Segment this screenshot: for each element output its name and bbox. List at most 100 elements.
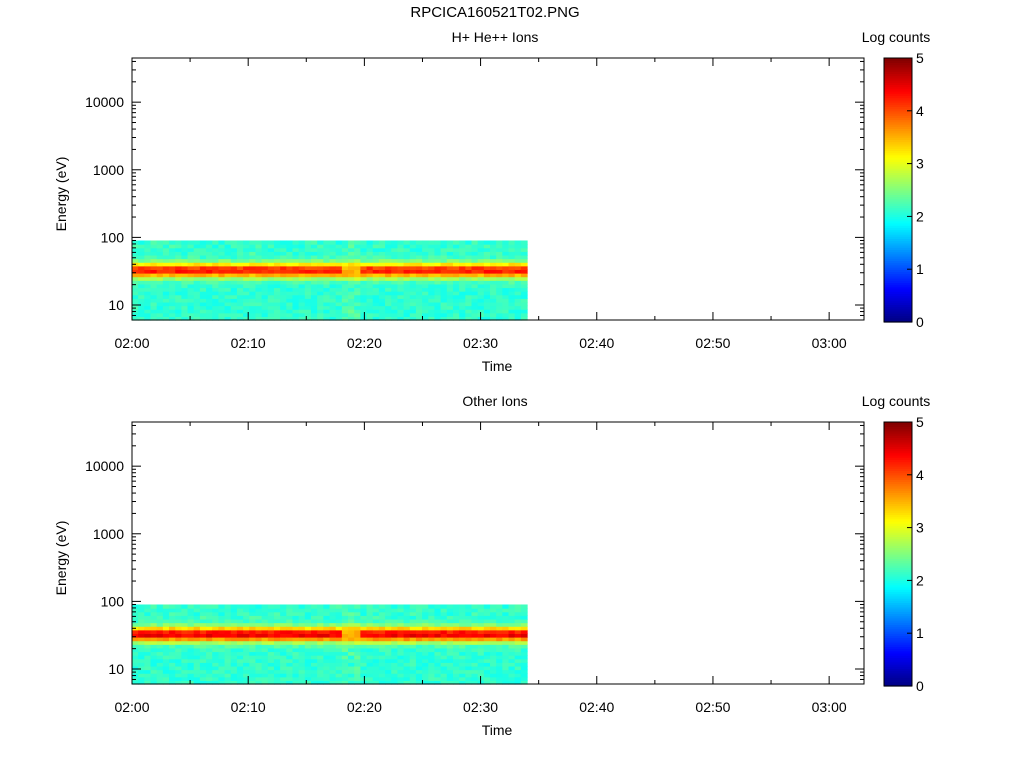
heatmap-cell (298, 283, 306, 289)
colorbar-swatch (884, 452, 912, 456)
heatmap-cell (354, 265, 361, 270)
heatmap-cell (292, 309, 300, 314)
heatmap-cell (422, 644, 429, 649)
heatmap-cell (397, 608, 405, 613)
heatmap-cell (150, 247, 158, 252)
heatmap-cell (249, 662, 257, 667)
heatmap-cell (286, 247, 294, 252)
heatmap-cell (440, 651, 448, 656)
heatmap-cell (465, 309, 473, 314)
heatmap-cell (261, 305, 269, 310)
colorbar-frame (883, 421, 913, 687)
heatmap-cell (199, 305, 207, 310)
heatmap-cell (206, 258, 213, 263)
heatmap-cell (267, 301, 275, 307)
heatmap-cell (212, 626, 220, 631)
heatmap-cell (304, 637, 312, 642)
x-tick-label: 02:30 (463, 335, 498, 351)
heatmap-cell (508, 665, 516, 671)
heatmap-cell (508, 637, 516, 642)
heatmap-cell (471, 254, 479, 260)
heatmap-cell (477, 633, 485, 638)
heatmap-cell (156, 676, 164, 681)
heatmap-cell (440, 680, 448, 685)
heatmap-cell (335, 669, 343, 674)
heatmap-cell (317, 305, 324, 310)
heatmap-cell (409, 258, 417, 263)
heatmap-cell (323, 676, 331, 681)
heatmap-cell (304, 647, 312, 653)
heatmap-cell (286, 640, 294, 645)
heatmap-cell (224, 626, 232, 631)
heatmap-cell (477, 262, 485, 267)
heatmap-cell (354, 651, 361, 656)
heatmap-cell (311, 316, 318, 321)
heatmap-cell (132, 280, 139, 285)
heatmap-cell (452, 316, 460, 321)
heatmap-cell (440, 626, 448, 631)
heatmap-cell (446, 622, 454, 627)
heatmap-cell (255, 258, 263, 263)
heatmap-cell (520, 611, 528, 616)
heatmap-cell (181, 611, 189, 616)
heatmap-cell (249, 247, 257, 252)
heatmap-cell (162, 309, 170, 314)
heatmap-cell (132, 622, 139, 627)
heatmap-cell (446, 676, 454, 681)
heatmap-cell (378, 673, 386, 678)
heatmap-cell (218, 301, 226, 307)
heatmap-cell (311, 626, 318, 631)
heatmap-cell (199, 665, 207, 671)
heatmap-cell (403, 665, 411, 671)
colorbar-swatch (884, 128, 912, 132)
heatmap-cell (378, 280, 386, 285)
heatmap-cell (415, 676, 423, 681)
heatmap-cell (465, 640, 473, 645)
heatmap-cell (520, 658, 528, 663)
heatmap-cell (354, 604, 361, 609)
heatmap-cell (391, 269, 399, 274)
colorbar-swatch (884, 165, 912, 169)
heatmap-cell (372, 309, 380, 314)
heatmap-cell (446, 258, 454, 263)
heatmap-cell (348, 309, 355, 314)
heatmap-cell (471, 276, 479, 281)
heatmap-cell (193, 305, 201, 310)
heatmap-cell (181, 629, 189, 634)
heatmap-cell (175, 291, 182, 296)
heatmap-cell (385, 280, 392, 285)
heatmap-cell (138, 669, 145, 674)
heatmap-cell (520, 662, 528, 667)
y-tick-label: 10 (108, 661, 124, 677)
heatmap-cell (206, 633, 213, 638)
heatmap-cell (132, 662, 139, 667)
colorbar-swatch (884, 525, 912, 529)
heatmap-cell (181, 604, 189, 609)
heatmap-cell (409, 633, 417, 638)
heatmap-cell (311, 651, 318, 656)
heatmap-cell (354, 676, 361, 681)
colorbar-swatch (884, 507, 912, 511)
heatmap-cell (187, 294, 195, 299)
heatmap-cell (249, 312, 257, 317)
heatmap-cell (465, 287, 473, 292)
heatmap-cell (169, 658, 176, 663)
heatmap-cell (422, 669, 429, 674)
heatmap-cell (508, 247, 516, 252)
heatmap-cell (452, 633, 460, 638)
heatmap-cell (348, 273, 355, 278)
colorbar-swatch (884, 488, 912, 491)
heatmap-cell (138, 258, 145, 263)
heatmap-cell (273, 644, 281, 649)
heatmap-cell (292, 269, 300, 274)
heatmap-cell (372, 254, 380, 260)
heatmap-cell (366, 262, 374, 267)
heatmap-cell (206, 651, 213, 656)
figure-title: RPCICA160521T02.PNG (410, 4, 580, 21)
heatmap-cell (273, 298, 281, 303)
heatmap-cell (428, 633, 436, 638)
x-tick-label: 02:10 (231, 335, 266, 351)
heatmap-cell (304, 265, 312, 270)
heatmap-cell (323, 240, 331, 245)
heatmap-cell (434, 658, 442, 663)
